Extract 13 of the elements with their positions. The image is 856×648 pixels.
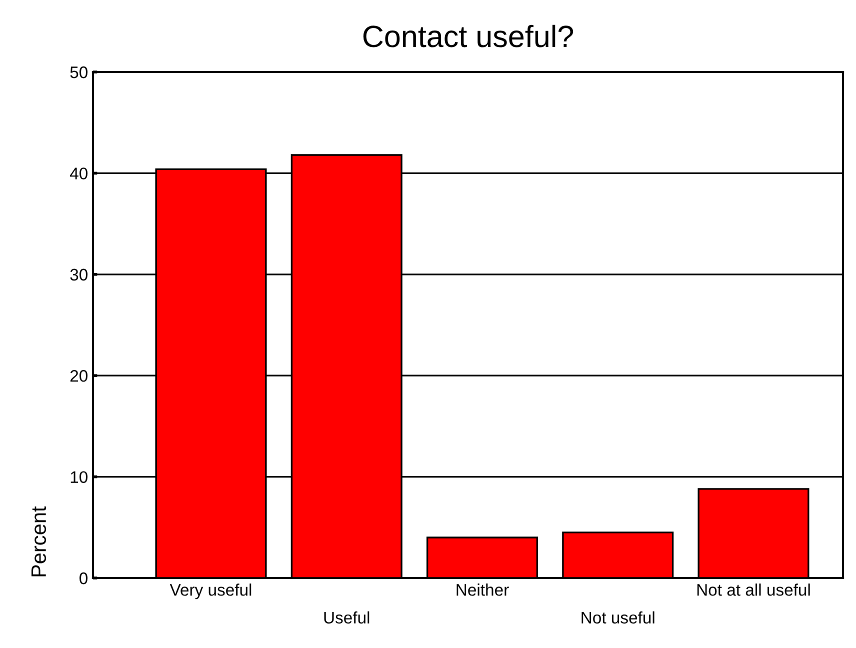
y-tick-label: 50 <box>70 66 88 78</box>
x-tick-label: Neither <box>456 584 509 596</box>
y-tick-label: 30 <box>70 268 88 281</box>
x-tick-label: Not useful <box>582 611 654 624</box>
y-tick-label: 40 <box>70 168 88 180</box>
y-tick-label: 20 <box>70 370 88 382</box>
chart-title: Contact useful? <box>363 24 574 48</box>
x-tick-label: Very useful <box>170 584 252 600</box>
y-tick-label: 0 <box>80 572 88 584</box>
y-tick-label: 10 <box>70 471 88 484</box>
x-tick-label: Useful <box>324 611 370 624</box>
x-tick-label: Not at all useful <box>697 584 810 596</box>
y-axis-title: Percent <box>32 506 46 576</box>
